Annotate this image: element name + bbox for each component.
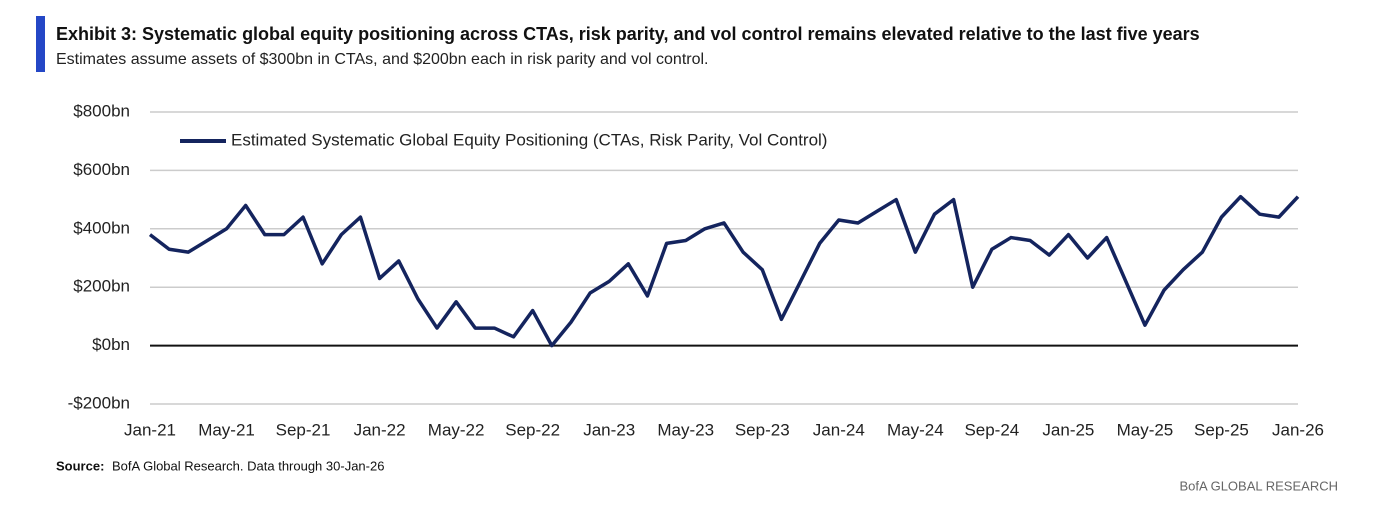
series-line — [148, 194, 1300, 348]
x-tick-label: May-23 — [657, 420, 714, 439]
x-tick-label: Sep-24 — [964, 420, 1019, 439]
y-tick-label: $600bn — [73, 160, 130, 179]
x-tick-label: May-25 — [1117, 420, 1174, 439]
y-tick-label: $800bn — [73, 101, 130, 120]
x-tick-label: Sep-23 — [735, 420, 790, 439]
x-tick-label: May-22 — [428, 420, 485, 439]
x-tick-label: Jan-26 — [1272, 420, 1324, 439]
y-tick-label: $200bn — [73, 277, 130, 296]
chart-title: Exhibit 3: Systematic global equity posi… — [56, 24, 1200, 44]
x-tick-label: May-24 — [887, 420, 944, 439]
y-tick-label: $0bn — [92, 335, 130, 354]
y-tick-label: $400bn — [73, 218, 130, 237]
x-tick-label: Jan-21 — [124, 420, 176, 439]
x-tick-label: Sep-25 — [1194, 420, 1249, 439]
x-tick-label: Jan-22 — [354, 420, 406, 439]
x-tick-label: Sep-21 — [276, 420, 331, 439]
brand: BofA GLOBAL RESEARCH — [1180, 478, 1338, 493]
x-tick-label: Jan-23 — [583, 420, 635, 439]
chart-subtitle: Estimates assume assets of $300bn in CTA… — [56, 51, 709, 68]
x-tick-label: Jan-24 — [813, 420, 865, 439]
source: BofA Global Research. Data through 30-Ja… — [112, 458, 384, 473]
legend-label: Estimated Systematic Global Equity Posit… — [231, 130, 827, 149]
x-tick-label: Sep-22 — [505, 420, 560, 439]
accent-bar — [36, 16, 45, 72]
x-tick-label: May-21 — [198, 420, 255, 439]
x-tick-label: Jan-25 — [1042, 420, 1094, 439]
y-tick-label: -$200bn — [68, 393, 130, 412]
source-label: Source: — [56, 458, 104, 473]
